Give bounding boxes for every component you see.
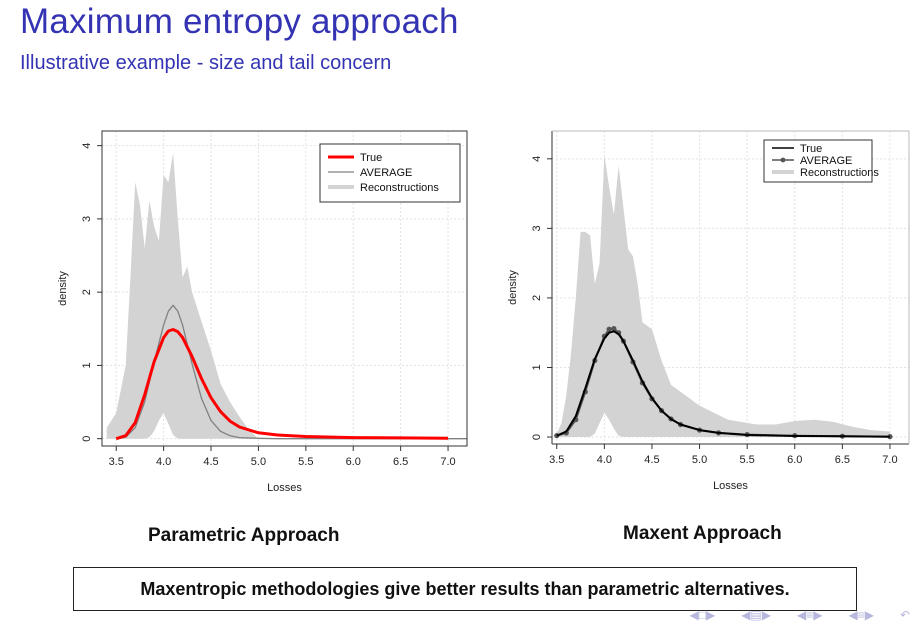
subsection-icon[interactable]: ◀≡▶ bbox=[797, 608, 823, 622]
maxent-y-tick-label: 3 bbox=[531, 225, 543, 231]
section-next-icon[interactable]: ◀≡▶ bbox=[848, 608, 874, 622]
maxent-legend-label-average: AVERAGE bbox=[800, 155, 852, 167]
maxent-x-tick-label: 5.0 bbox=[692, 454, 707, 466]
maxent-x-axis-title: Losses bbox=[713, 480, 748, 492]
parametric-y-tick-label: 0 bbox=[81, 436, 93, 442]
parametric-x-tick-label: 6.0 bbox=[346, 456, 361, 468]
frame-prev-icon[interactable]: ◀□▶ bbox=[689, 608, 716, 622]
parametric-y-tick-label: 4 bbox=[81, 143, 93, 149]
maxent-reconstructions-band bbox=[556, 155, 890, 438]
parametric-x-tick-label: 3.5 bbox=[109, 456, 124, 468]
maxent-x-tick-label: 5.5 bbox=[740, 454, 755, 466]
maxent-y-tick-label: 1 bbox=[531, 364, 543, 370]
maxent-average-point bbox=[606, 326, 612, 332]
parametric-y-axis-title: density bbox=[57, 271, 69, 306]
maxent-x-tick-label: 6.0 bbox=[787, 454, 802, 466]
parametric-reconstructions-band bbox=[106, 153, 259, 439]
maxent-y-tick-label: 0 bbox=[531, 434, 543, 440]
beamer-navigation[interactable]: ◀□▶ ◀▤▶ ◀≡▶ ◀≡▶ ↶ bbox=[689, 606, 910, 624]
slide-subtitle: Illustrative example - size and tail con… bbox=[20, 52, 392, 74]
maxent-true-line bbox=[556, 330, 891, 438]
parametric-legend-label-reconstructions: Reconstructions bbox=[360, 182, 439, 194]
parametric-y-tick-label: 1 bbox=[81, 362, 93, 368]
parametric-caption: Parametric Approach bbox=[148, 525, 340, 546]
parametric-legend-label-true: True bbox=[360, 152, 382, 164]
parametric-y-tick-label: 2 bbox=[81, 289, 93, 295]
parametric-y-tick-label: 3 bbox=[81, 216, 93, 222]
maxent-x-tick-label: 3.5 bbox=[549, 454, 564, 466]
parametric-x-tick-label: 5.5 bbox=[298, 456, 313, 468]
parametric-x-tick-label: 4.5 bbox=[203, 456, 218, 468]
maxent-y-tick-label: 4 bbox=[531, 156, 543, 162]
undo-icon[interactable]: ↶ bbox=[899, 608, 910, 622]
maxent-legend-label-true: True bbox=[800, 143, 822, 155]
parametric-legend-box bbox=[319, 143, 461, 203]
maxent-y-tick-label: 2 bbox=[531, 295, 543, 301]
maxent-x-tick-label: 4.5 bbox=[644, 454, 659, 466]
maxent-legend-label-reconstructions: Reconstructions bbox=[800, 167, 879, 179]
parametric-chart: 3.5 4.0 4.5 5.0 5.5 6.0 6.5 7.0 0 1 2 3 4 Losses densi… bbox=[57, 130, 468, 494]
maxent-average-point bbox=[611, 325, 617, 332]
parametric-x-tick-label: 7.0 bbox=[440, 456, 455, 468]
maxent-x-tick-label: 4.0 bbox=[597, 454, 612, 466]
maxent-x-tick-label: 6.5 bbox=[835, 454, 850, 466]
maxent-y-axis-title: density bbox=[507, 270, 519, 305]
maxent-chart: 3.5 4.0 4.5 5.0 5.5 6.0 6.5 7.0 0 1 2 3 4 Losses densi… bbox=[507, 130, 910, 492]
conclusion-box: Maxentropic methodologies give better re… bbox=[73, 567, 857, 611]
maxent-legend-marker-average bbox=[780, 157, 786, 163]
parametric-x-tick-label: 5.0 bbox=[251, 456, 266, 468]
section-prev-icon[interactable]: ◀▤▶ bbox=[741, 608, 771, 622]
parametric-x-tick-label: 6.5 bbox=[393, 456, 408, 468]
slide-title: Maximum entropy approach bbox=[20, 2, 459, 41]
conclusion-text: Maxentropic methodologies give better re… bbox=[140, 578, 790, 599]
parametric-true-line bbox=[115, 328, 449, 441]
parametric-x-tick-label: 4.0 bbox=[156, 456, 171, 468]
parametric-legend-label-average: AVERAGE bbox=[360, 167, 412, 179]
maxent-caption: Maxent Approach bbox=[623, 523, 782, 544]
maxent-x-tick-label: 7.0 bbox=[882, 454, 897, 466]
parametric-x-axis-title: Losses bbox=[267, 482, 302, 494]
parametric-frame bbox=[101, 130, 468, 447]
